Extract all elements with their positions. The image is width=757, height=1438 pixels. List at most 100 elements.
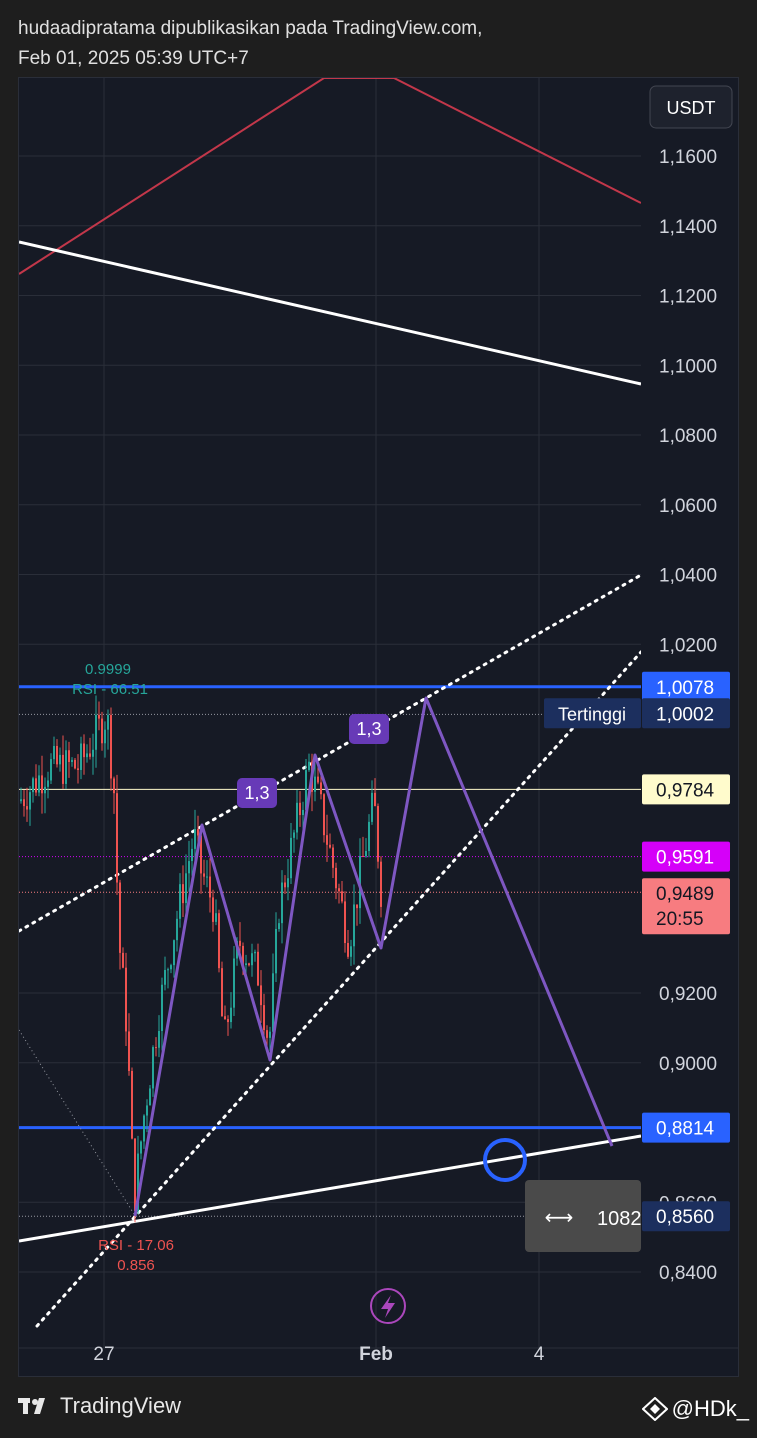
price-label-bg <box>642 878 730 935</box>
candle-body <box>296 802 298 833</box>
candle-body <box>74 759 76 769</box>
candle-body <box>104 729 106 744</box>
candle-body <box>119 882 121 953</box>
candle-body <box>326 835 328 845</box>
candle-body <box>281 882 283 924</box>
publish-date: Feb 01, 2025 05:39 UTC+7 <box>18 48 249 69</box>
wave-label-2: 1,3 <box>349 714 389 744</box>
x-tick-4: 4 <box>534 1344 545 1365</box>
candle-body <box>203 873 205 877</box>
price-label-text: 0,9489 <box>656 884 714 905</box>
price-label-1 <box>544 698 730 729</box>
y-tick-label: 0,9000 <box>659 1054 717 1075</box>
candle-body <box>275 928 277 974</box>
currency-button-bg <box>649 85 733 129</box>
candle-body <box>242 945 244 966</box>
wave-label-2-text: 1,3 <box>356 719 381 739</box>
candle-body <box>176 918 178 941</box>
candle-body <box>131 1070 133 1139</box>
candle-body <box>380 861 382 907</box>
candle-body <box>293 832 295 838</box>
candle-body <box>44 786 46 794</box>
candle-body <box>233 958 235 1008</box>
candle-body <box>365 850 367 857</box>
candle-body <box>140 1141 142 1154</box>
candle-body <box>53 745 55 760</box>
tag-text: Tertinggi <box>558 704 626 724</box>
candle-body <box>56 745 58 765</box>
publication-header: hudaadipratama dipublikasikan pada Tradi… <box>18 14 482 74</box>
candle-body <box>194 829 196 849</box>
candle-body <box>197 829 199 836</box>
measure-tooltip-bg <box>525 1180 641 1252</box>
white-ascending-trendline <box>19 1134 642 1243</box>
y-tick-label: 1,0800 <box>659 426 717 447</box>
target-circle <box>483 1138 527 1182</box>
white-descending-trendline <box>19 240 642 386</box>
price-label-countdown: 20:55 <box>656 909 704 930</box>
wave-label-1-text: 1,3 <box>244 783 269 803</box>
candle-body <box>167 969 169 971</box>
publisher-line: hudaadipratama dipublikasikan pada Tradi… <box>18 18 483 39</box>
y-tick-label: 0,9200 <box>659 984 717 1005</box>
lightning-icon-ring <box>370 1288 406 1324</box>
wave-label-1: 1,3 <box>237 778 277 808</box>
candle-body <box>125 967 127 1032</box>
candle-body <box>371 792 373 822</box>
candle-body <box>287 878 289 888</box>
price-label-3 <box>642 841 730 872</box>
candle-body <box>212 897 214 922</box>
candle-body <box>353 904 355 947</box>
watermark-handle: @HDk_ <box>671 1396 749 1421</box>
tradingview-logo[interactable]: TradingView <box>18 1393 181 1419</box>
y-tick-label: 1,1600 <box>659 147 717 168</box>
candle-body <box>227 1019 229 1023</box>
tradingview-icon <box>18 1398 45 1414</box>
candle-body <box>272 973 274 1032</box>
candle-body <box>188 861 190 874</box>
price-chart[interactable]: 1,3 1,3 0.9999 RSI - 66.51 RSI - 17.06 0.856 ⟷… <box>19 78 739 1377</box>
channel-upper-dotted <box>19 573 643 933</box>
price-label-bg <box>642 671 730 702</box>
currency-button[interactable]: USDT <box>649 85 733 129</box>
candles-group <box>20 695 382 1223</box>
candle-body <box>122 952 124 968</box>
candle-body <box>149 1088 151 1106</box>
price-label-bg <box>642 698 730 729</box>
candle-body <box>83 743 85 758</box>
tag-bg <box>544 698 641 729</box>
candle-body <box>335 867 337 889</box>
candle-body <box>128 1031 130 1071</box>
red-trendline <box>19 78 642 275</box>
candle-body <box>68 750 70 763</box>
y-tick-label: 1,1200 <box>659 287 717 308</box>
measure-icon: ⟷ <box>545 1205 574 1229</box>
x-tick-27: 27 <box>93 1344 114 1365</box>
currency-button-label: USDT <box>667 98 716 118</box>
brand-name: TradingView <box>60 1393 182 1418</box>
candle-body <box>239 940 241 946</box>
price-label-text: 1,0002 <box>656 704 714 725</box>
candle-body <box>137 1153 139 1212</box>
price-label-text: 0,9784 <box>656 780 715 801</box>
candle-body <box>41 775 43 794</box>
candle-body <box>170 965 172 970</box>
candle-body <box>191 848 193 862</box>
candle-body <box>230 1007 232 1023</box>
y-tick-label: 1,1000 <box>659 356 717 377</box>
candle-body <box>32 778 34 793</box>
lightning-icon[interactable] <box>370 1288 406 1324</box>
candle-body <box>218 913 220 969</box>
candle-body <box>95 714 97 750</box>
x-tick-feb: Feb <box>359 1344 393 1365</box>
price-label-bg <box>642 1201 730 1232</box>
candle-body <box>161 984 163 1032</box>
wave-label-2-bg <box>349 714 389 744</box>
candle-body <box>347 943 349 957</box>
chart-panel[interactable]: 1,3 1,3 0.9999 RSI - 66.51 RSI - 17.06 0.856 ⟷… <box>18 77 739 1377</box>
measure-tooltip: ⟷ 1082 <box>525 1180 642 1252</box>
candle-body <box>158 1031 160 1048</box>
candle-body <box>260 985 262 1006</box>
candle-body <box>86 753 88 758</box>
candle-body <box>62 754 64 784</box>
